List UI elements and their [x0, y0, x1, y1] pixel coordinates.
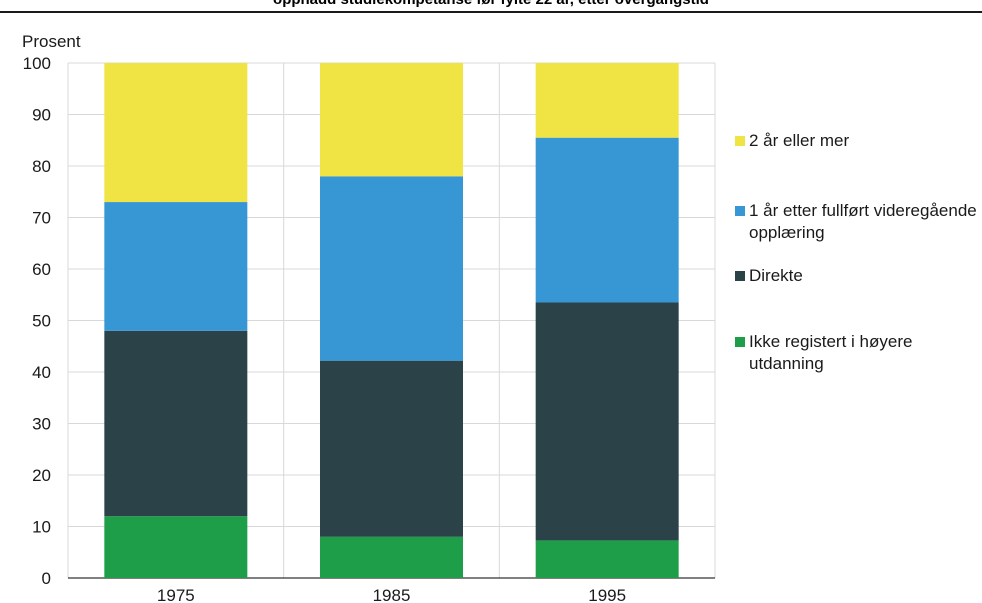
y-tick-label: 60	[32, 260, 51, 279]
bar-segment	[320, 63, 463, 177]
title-divider	[0, 11, 982, 13]
bar-segment	[535, 302, 679, 541]
x-tick-label: 1995	[588, 586, 626, 603]
y-tick-label: 70	[32, 209, 51, 228]
bar-segment	[320, 176, 463, 361]
y-tick-label: 10	[32, 518, 51, 537]
legend-item: 1 år etter fullført videregående opplæri…	[735, 200, 981, 244]
legend-swatch	[735, 136, 745, 146]
bar-segment	[320, 536, 463, 578]
bar-segment	[535, 63, 679, 138]
y-tick-label: 50	[32, 312, 51, 331]
chart-title: opphadd studiekompetanse før fylte 22 år…	[0, 0, 982, 8]
legend-label: 1 år etter fullført videregående opplæri…	[749, 201, 977, 242]
legend-swatch	[735, 206, 745, 216]
y-tick-label: 30	[32, 415, 51, 434]
y-tick-label: 90	[32, 106, 51, 125]
y-axis-label: Prosent	[22, 32, 81, 51]
y-tick-label: 80	[32, 157, 51, 176]
stacked-bar-chart: Prosent 0 10 20 30 40 50 60 70 80 90 100 1975 1985 1…	[22, 32, 716, 603]
bar-segment	[104, 516, 248, 578]
legend-item: 2 år eller mer	[735, 130, 981, 152]
bar-segment	[535, 137, 679, 303]
bar-segment	[104, 202, 248, 331]
legend-swatch	[735, 271, 745, 281]
legend-label: 2 år eller mer	[749, 131, 850, 150]
y-tick-label: 20	[32, 466, 51, 485]
x-tick-label: 1985	[373, 586, 411, 603]
legend-item: Ikke registert i høyere utdanning	[735, 331, 981, 375]
bar-segment	[320, 360, 463, 537]
bar-segment	[104, 63, 248, 203]
bar-segment	[535, 540, 679, 578]
y-tick-label: 100	[23, 54, 51, 73]
legend-label: Ikke registert i høyere utdanning	[749, 332, 913, 373]
bar-segment	[104, 330, 248, 517]
y-tick-label: 0	[42, 569, 51, 588]
legend-swatch	[735, 337, 745, 347]
x-tick-label: 1975	[157, 586, 195, 603]
legend-label: Direkte	[749, 266, 803, 285]
y-tick-label: 40	[32, 363, 51, 382]
legend-item: Direkte	[735, 265, 981, 287]
